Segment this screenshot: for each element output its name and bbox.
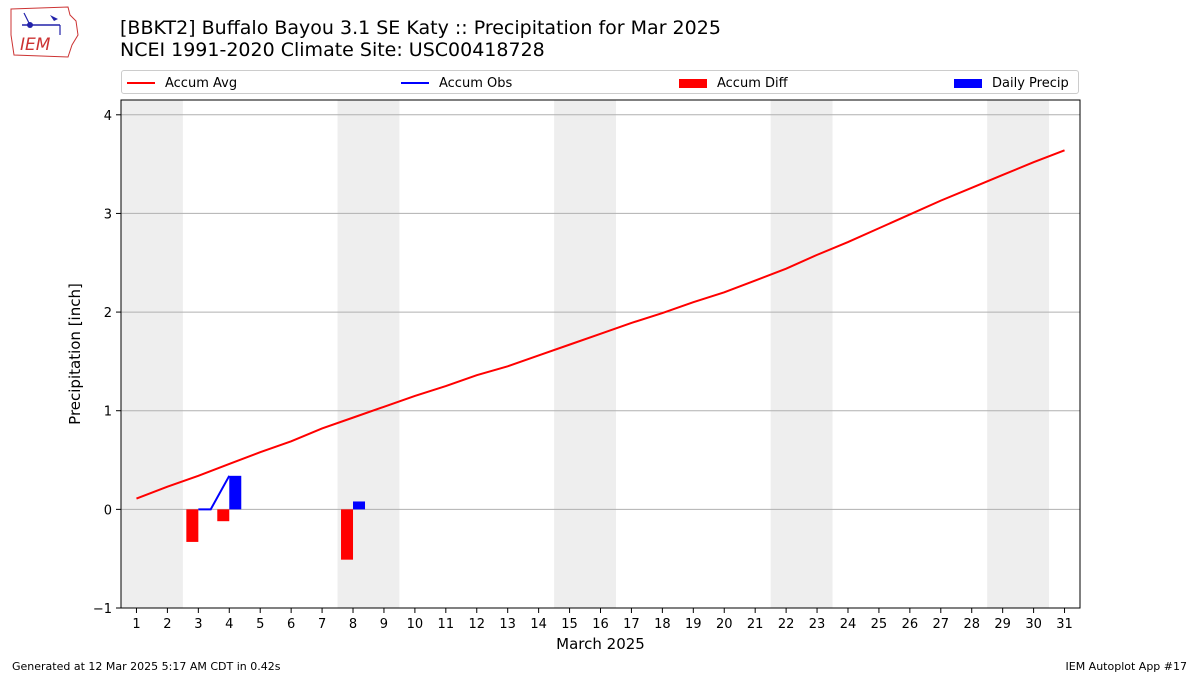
legend-label-accum-obs: Accum Obs [439,75,513,91]
iem-logo-graphic: IEM [10,6,79,58]
bar-accum-diff [186,509,199,542]
legend-label-accum-diff: Accum Diff [717,75,788,91]
chart-title-line2: NCEI 1991-2020 Climate Site: USC00418728 [120,39,545,61]
x-tick-label: 17 [623,617,640,632]
iem-logo: IEM [8,5,80,59]
x-tick-label: 23 [809,617,826,632]
footer-app: IEM Autoplot App #17 [1065,660,1188,673]
bar-daily-precip [353,501,366,510]
x-tick-label: 10 [407,617,424,632]
y-tick-label: 3 [104,207,112,222]
weekend-band-1 [121,100,183,608]
x-tick-label: 4 [225,617,233,632]
bars [186,475,366,560]
legend-swatch-accum-avg [127,82,155,84]
bar-accum-diff [217,509,230,522]
x-tick-label: 24 [840,617,857,632]
x-axis-ticks: 1 2 3 4 5 6 7 8 9 10 11 12 13 14 15 16 17 18 19 20 21 22 23 24 2… [132,608,1073,632]
x-tick-label: 6 [287,617,295,632]
series-lines [136,149,1065,511]
x-tick-label: 11 [438,617,455,632]
legend-item-daily-precip: Daily Precip [954,71,1069,95]
x-tick-label: 1 [132,617,140,632]
x-tick-label: 8 [349,617,357,632]
line-accum-avg [136,149,1065,500]
x-tick-label: 9 [380,617,388,632]
x-tick-label: 13 [499,617,516,632]
x-tick-label: 21 [747,617,764,632]
x-tick-label: 5 [256,617,264,632]
x-axis-label: March 2025 [556,635,645,653]
weekend-band-3 [554,100,616,608]
legend-label-accum-avg: Accum Avg [165,75,238,91]
x-tick-label: 30 [1025,617,1042,632]
weekend-shading [121,100,1050,608]
chart-title: [BBKT2] Buffalo Bayou 3.1 SE Katy :: Pre… [120,17,721,61]
y-tick-label: 4 [104,109,112,124]
x-tick-label: 3 [194,617,202,632]
legend-item-accum-diff: Accum Diff [679,71,788,95]
weekend-band-4 [770,100,833,608]
legend-swatch-accum-obs [401,82,429,84]
x-tick-label: 20 [716,617,733,632]
legend-item-accum-obs: Accum Obs [401,71,512,95]
y-tick-label: 0 [104,503,112,518]
x-tick-label: 2 [163,617,171,632]
x-tick-label: 18 [654,617,671,632]
legend-item-accum-avg: Accum Avg [127,71,237,95]
y-axis-ticks: −1 0 1 2 3 4 [93,109,121,617]
x-tick-label: 25 [871,617,888,632]
logo-text: IEM [20,35,51,55]
x-tick-label: 16 [592,617,609,632]
x-tick-label: 14 [530,617,547,632]
legend-label-daily-precip: Daily Precip [992,75,1069,91]
x-tick-label: 12 [468,617,485,632]
y-axis-label: Precipitation [inch] [66,283,84,425]
x-tick-label: 22 [778,617,795,632]
x-tick-label: 19 [685,617,702,632]
x-tick-label: 26 [902,617,919,632]
bar-accum-diff [341,509,354,560]
y-tick-label: 1 [104,405,112,420]
chart-title-line1: [BBKT2] Buffalo Bayou 3.1 SE Katy :: Pre… [120,17,721,39]
x-tick-label: 7 [318,617,326,632]
x-tick-label: 28 [963,617,980,632]
chart-legend: Accum Avg Accum Obs Accum Diff Daily Pre… [121,70,1079,94]
weekend-band-5 [987,100,1050,608]
bar-daily-precip [229,475,242,510]
x-tick-label: 31 [1056,617,1073,632]
x-tick-label: 15 [561,617,578,632]
line-accum-obs [198,475,231,511]
legend-swatch-daily-precip [954,78,982,88]
y-tick-label: 2 [104,306,112,321]
x-tick-label: 27 [933,617,950,632]
legend-swatch-accum-diff [679,78,707,88]
y-tick-label: −1 [93,602,112,617]
x-tick-label: 29 [994,617,1011,632]
footer-generated: Generated at 12 Mar 2025 5:17 AM CDT in … [12,660,281,673]
